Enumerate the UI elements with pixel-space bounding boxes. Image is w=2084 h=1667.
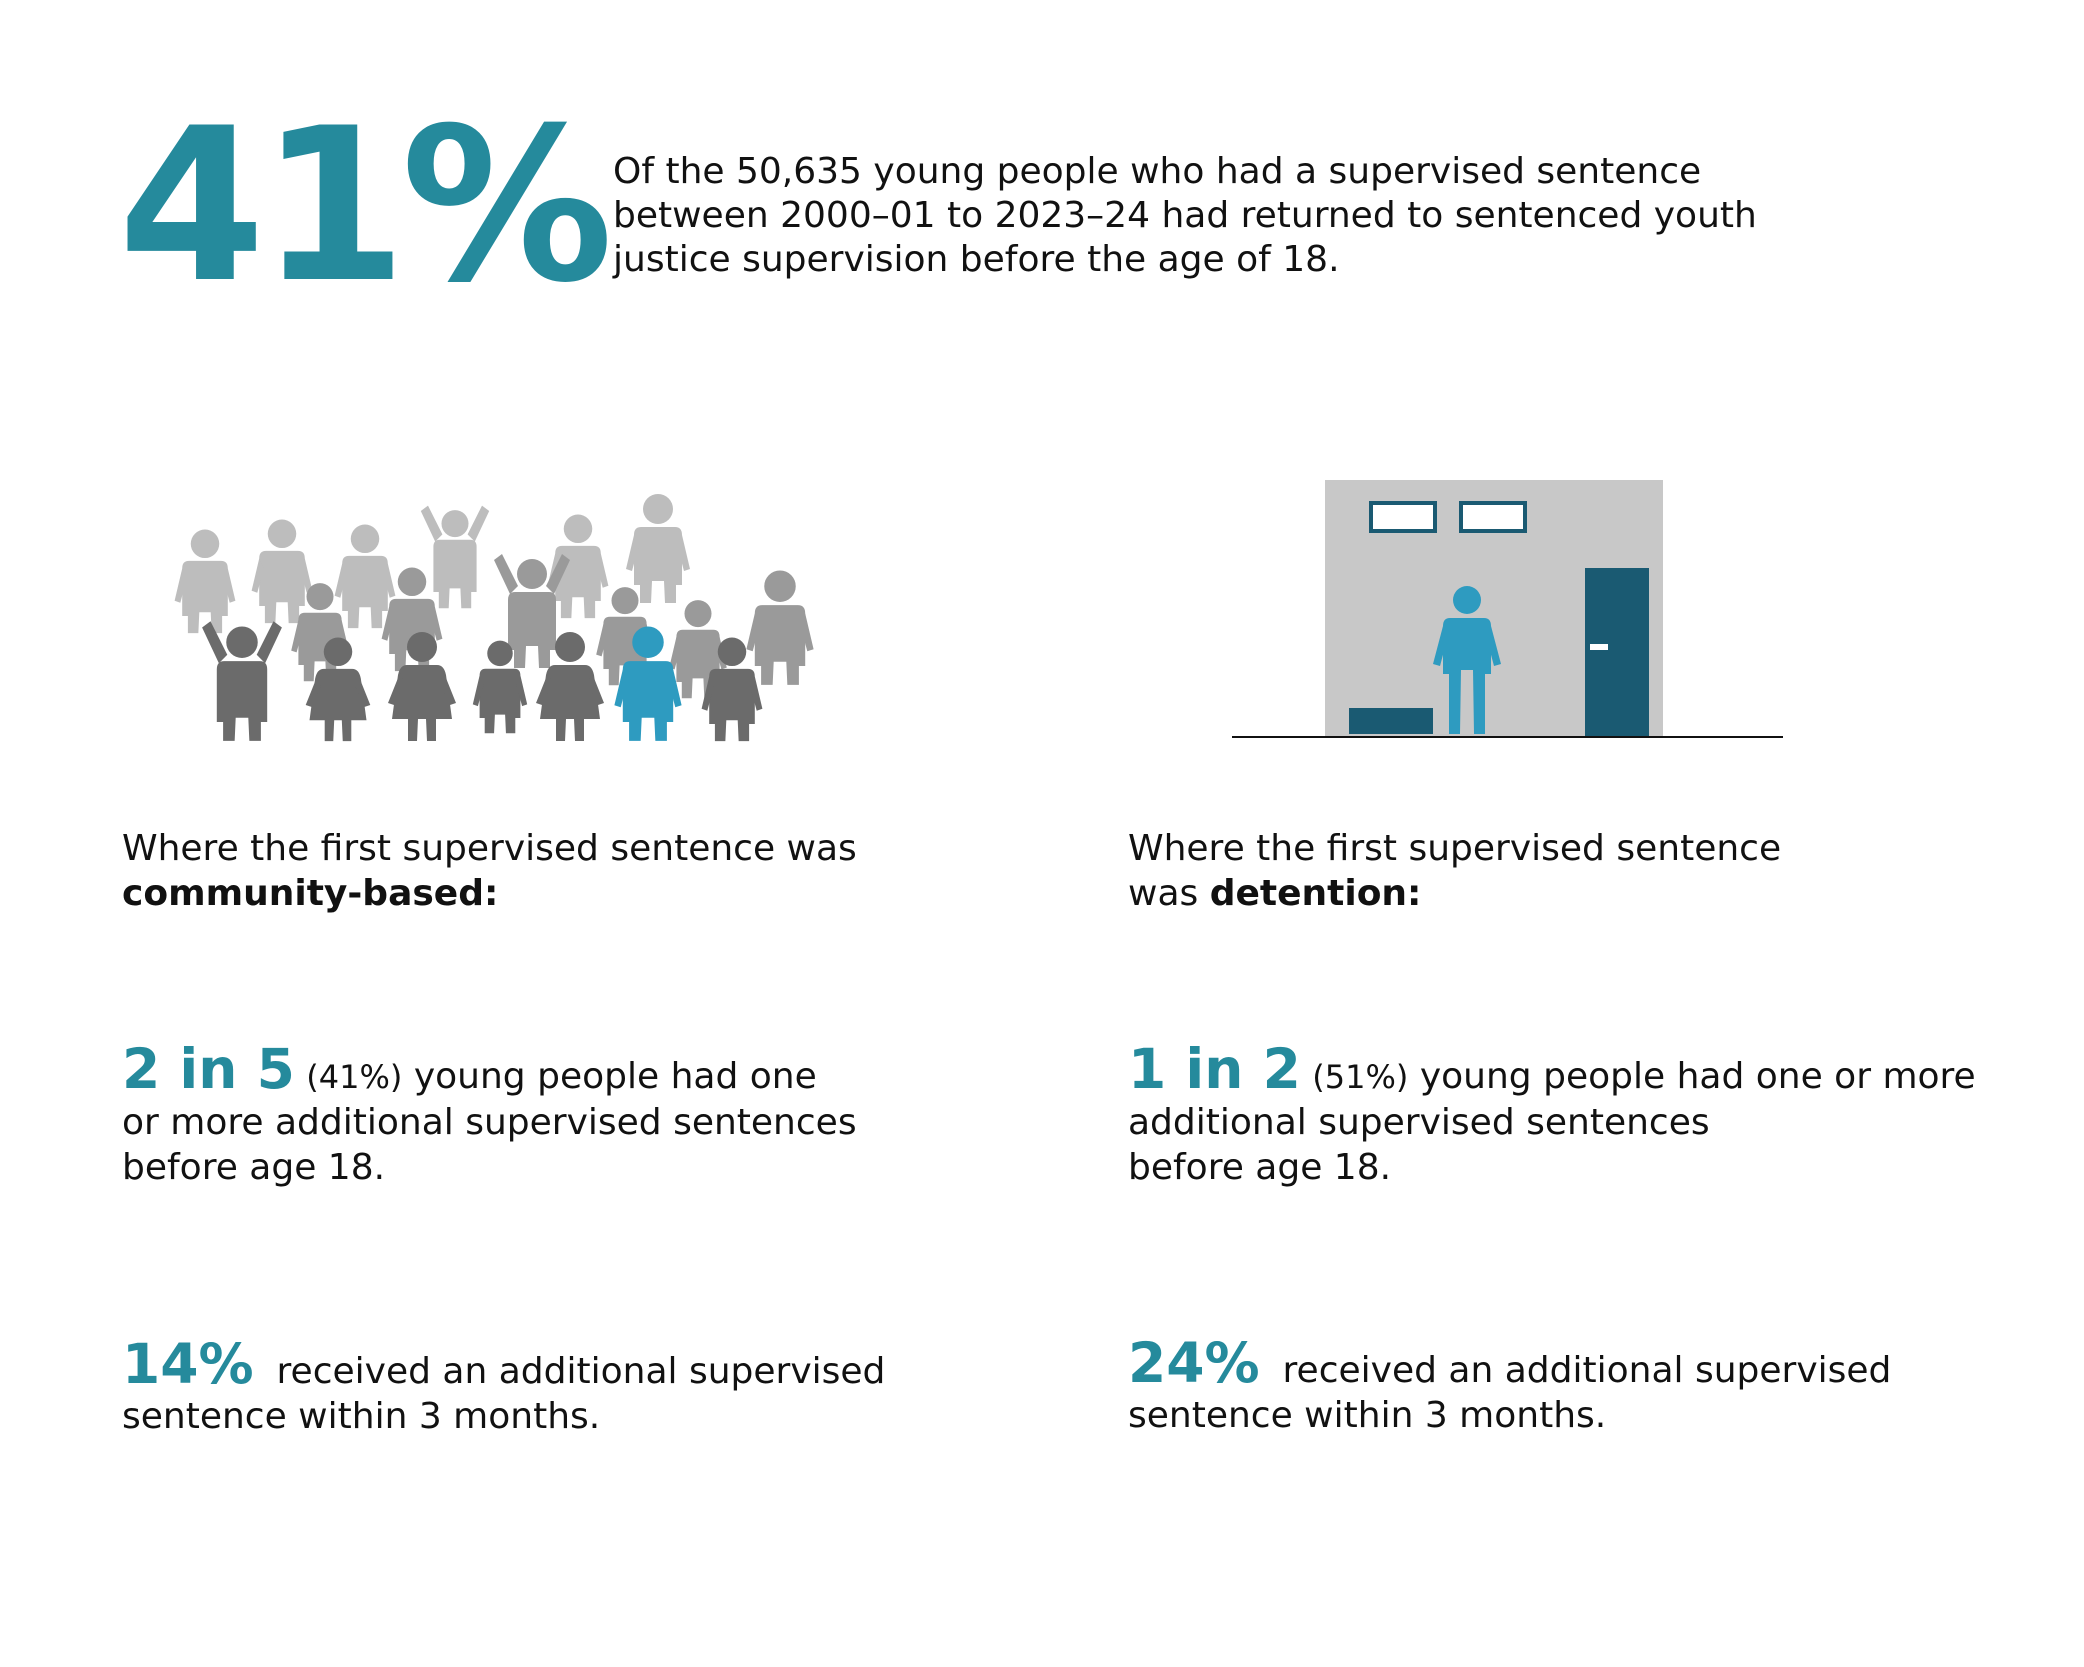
detention-room-icon	[1232, 480, 1783, 738]
headline-description: Of the 50,635 young people who had a sup…	[613, 150, 1903, 282]
detention-ratio-text-1: young people had one or more	[1408, 1056, 1976, 1097]
crowd-of-people-icon	[174, 494, 814, 742]
community-ratio-figure: 2 in 5	[122, 1037, 295, 1101]
community-3month-stat: 14% received an additional supervised se…	[122, 1337, 886, 1439]
detention-ratio-percent: (51%)	[1312, 1058, 1409, 1096]
community-heading-bold: community-based:	[122, 873, 499, 914]
community-ratio-text-2: or more additional supervised sentences	[122, 1102, 857, 1143]
community-heading-line: Where the first supervised sentence was	[122, 828, 857, 869]
detention-ratio-text-2: additional supervised sentences	[1128, 1102, 1710, 1143]
detention-ratio-text-3: before age 18.	[1128, 1147, 1392, 1188]
community-3month-text-1: received an additional supervised	[276, 1351, 886, 1392]
community-ratio-percent: (41%)	[306, 1058, 403, 1096]
community-ratio-stat: 2 in 5 (41%) young people had one or mor…	[122, 1042, 857, 1190]
detention-3month-text-2: sentence within 3 months.	[1128, 1395, 1607, 1436]
detention-3month-text-1: received an additional supervised	[1282, 1350, 1892, 1391]
detention-heading-prefix: was	[1128, 873, 1210, 914]
headline-line-2: between 2000–01 to 2023–24 had returned …	[613, 195, 1757, 236]
detention-ratio-figure: 1 in 2	[1128, 1037, 1301, 1101]
detention-ratio-stat: 1 in 2 (51%) young people had one or mor…	[1128, 1042, 1976, 1190]
community-3month-text-2: sentence within 3 months.	[122, 1396, 601, 1437]
detention-3month-stat: 24% received an additional supervised se…	[1128, 1336, 1892, 1438]
headline-percentage: 41%	[118, 82, 613, 329]
community-heading: Where the first supervised sentence was …	[122, 826, 857, 916]
headline-line-1: Of the 50,635 young people who had a sup…	[613, 151, 1702, 192]
detention-3month-figure: 24%	[1128, 1331, 1260, 1395]
headline-line-3: justice supervision before the age of 18…	[613, 239, 1340, 280]
community-3month-figure: 14%	[122, 1332, 254, 1396]
community-ratio-text-3: before age 18.	[122, 1147, 386, 1188]
detention-heading-bold: detention:	[1209, 873, 1422, 914]
detention-heading-line: Where the first supervised sentence	[1128, 828, 1782, 869]
detention-heading: Where the first supervised sentence was …	[1128, 826, 1781, 916]
community-ratio-text-1: young people had one	[402, 1056, 817, 1097]
